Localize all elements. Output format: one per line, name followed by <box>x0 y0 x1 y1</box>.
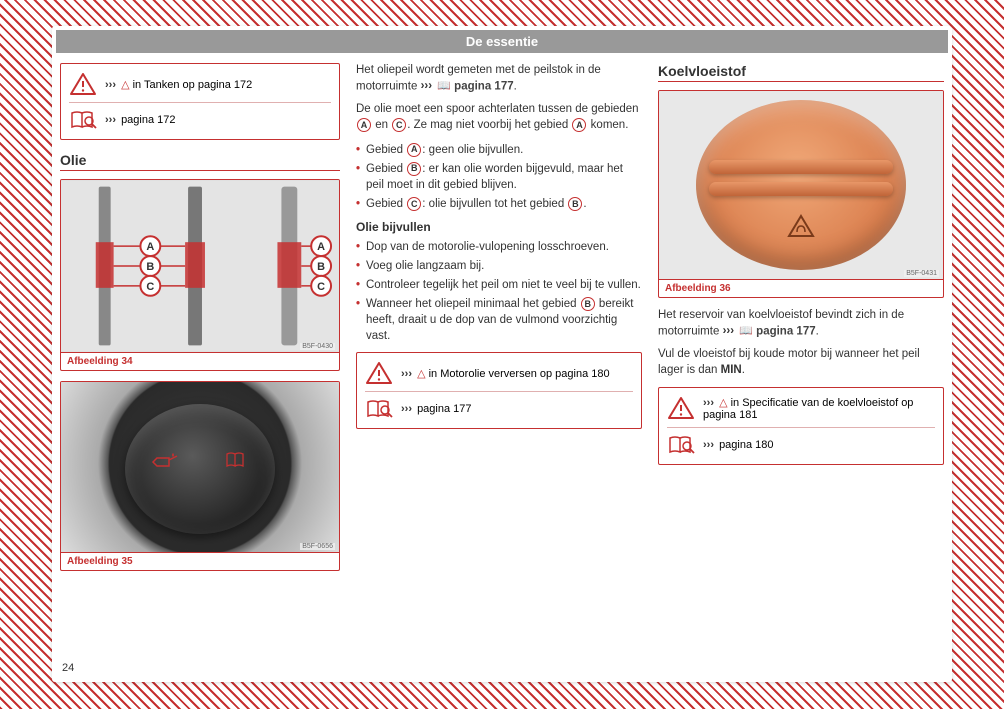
svg-text:A: A <box>317 241 325 253</box>
refill-steps: Dop van de motorolie-vulopening losschro… <box>356 239 642 345</box>
warning-triangle-icon <box>667 396 695 420</box>
list-item: Controleer tegelijk het peil om niet te … <box>356 277 642 293</box>
manual-book-icon <box>225 452 247 473</box>
section-title-oil: Olie <box>60 152 340 171</box>
content-columns: ››› △ in Tanken op pagina 172 ››› pagina… <box>52 63 952 581</box>
ref-row-book: ››› pagina 172 <box>69 102 331 133</box>
ref-row-warning: ››› △ in Tanken op pagina 172 <box>69 70 331 98</box>
book-magnifier-icon <box>69 109 97 131</box>
paragraph: De olie moet een spoor achterlaten tusse… <box>356 102 642 133</box>
figure-caption: Afbeelding 34 <box>61 352 339 370</box>
figure-34-image: A B C A B <box>61 180 339 352</box>
ref-row-warning: ››› △ in Motorolie verversen op pagina 1… <box>365 359 633 387</box>
page-header: De essentie <box>56 30 948 53</box>
figure-code: B5F-0656 <box>300 543 335 550</box>
reference-box-oil: ››› △ in Motorolie verversen op pagina 1… <box>356 352 642 429</box>
ref-row-warning: ››› △ in Specificatie van de koelvloeist… <box>667 394 935 423</box>
page-number: 24 <box>62 662 74 674</box>
region-bullets: Gebied A: geen olie bijvullen. Gebied B:… <box>356 142 642 212</box>
ref-text: ››› pagina 177 <box>401 403 472 415</box>
list-item: Wanneer het oliepeil minimaal het gebied… <box>356 296 642 344</box>
reference-box-fuel: ››› △ in Tanken op pagina 172 ››› pagina… <box>60 63 340 140</box>
figure-34: A B C A B <box>60 179 340 371</box>
figure-35-image: B5F-0656 <box>61 382 339 552</box>
ref-text: ››› pagina 180 <box>703 439 774 451</box>
figure-code: B5F-0430 <box>300 343 335 350</box>
manual-page: De essentie ››› △ in Tanken op pagina 17… <box>52 26 952 682</box>
hot-warning-icon <box>787 214 815 244</box>
svg-text:B: B <box>146 261 154 273</box>
svg-text:C: C <box>146 281 154 293</box>
list-item: Voeg olie langzaam bij. <box>356 258 642 274</box>
book-magnifier-icon <box>667 434 695 456</box>
list-item: Gebied A: geen olie bijvullen. <box>356 142 642 158</box>
oil-can-icon <box>151 452 179 475</box>
ref-text: ››› △ in Motorolie verversen op pagina 1… <box>401 367 610 380</box>
section-title-coolant: Koelvloeistof <box>658 63 944 82</box>
column-right: Koelvloeistof B5F-0431 Afbeelding 36 Het… <box>658 63 944 581</box>
ref-text: ››› △ in Specificatie van de koelvloeist… <box>703 396 935 421</box>
list-item: Gebied C: olie bijvullen tot het gebied … <box>356 196 642 212</box>
ref-text: ››› △ in Tanken op pagina 172 <box>105 78 252 91</box>
warning-triangle-icon <box>365 361 393 385</box>
column-left: ››› △ in Tanken op pagina 172 ››› pagina… <box>60 63 340 581</box>
subsection-title: Olie bijvullen <box>356 220 642 234</box>
figure-35: B5F-0656 Afbeelding 35 <box>60 381 340 571</box>
ref-row-book: ››› pagina 177 <box>365 391 633 422</box>
list-item: Gebied B: er kan olie worden bijgevuld, … <box>356 161 642 193</box>
figure-36: B5F-0431 Afbeelding 36 <box>658 90 944 298</box>
ref-text: ››› pagina 172 <box>105 114 176 126</box>
svg-text:B: B <box>317 261 325 273</box>
list-item: Dop van de motorolie-vulopening losschro… <box>356 239 642 255</box>
svg-text:C: C <box>317 281 325 293</box>
warning-triangle-icon <box>69 72 97 96</box>
paragraph: Vul de vloeistof bij koude motor bij wan… <box>658 347 944 378</box>
paragraph: Het oliepeil wordt gemeten met de peilst… <box>356 63 642 94</box>
figure-caption: Afbeelding 36 <box>659 279 943 297</box>
paragraph: Het reservoir van koelvloeistof bevindt … <box>658 308 944 339</box>
book-magnifier-icon <box>365 398 393 420</box>
ref-row-book: ››› pagina 180 <box>667 427 935 458</box>
figure-36-image: B5F-0431 <box>659 91 943 279</box>
column-middle: Het oliepeil wordt gemeten met de peilst… <box>356 63 642 581</box>
figure-code: B5F-0431 <box>904 270 939 277</box>
figure-caption: Afbeelding 35 <box>61 552 339 570</box>
reference-box-coolant: ››› △ in Specificatie van de koelvloeist… <box>658 387 944 465</box>
svg-text:A: A <box>146 241 154 253</box>
